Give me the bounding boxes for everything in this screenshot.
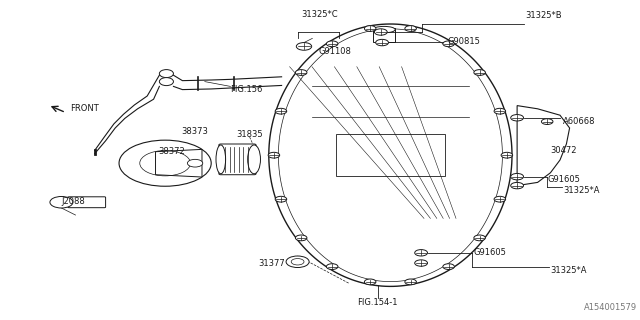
Circle shape	[443, 264, 454, 269]
Ellipse shape	[372, 27, 396, 33]
Bar	[336, 134, 445, 176]
Circle shape	[275, 108, 287, 114]
Circle shape	[286, 256, 309, 268]
Text: 31325*A: 31325*A	[563, 186, 600, 195]
Text: 31325*A: 31325*A	[550, 266, 587, 275]
Circle shape	[296, 43, 312, 50]
Text: 38372: 38372	[158, 148, 185, 156]
Circle shape	[511, 173, 524, 180]
FancyBboxPatch shape	[219, 144, 256, 175]
Circle shape	[511, 182, 524, 189]
Circle shape	[291, 259, 304, 265]
Text: G90815: G90815	[448, 37, 481, 46]
Circle shape	[494, 108, 506, 114]
Circle shape	[374, 29, 387, 35]
Circle shape	[474, 235, 485, 241]
Circle shape	[364, 279, 376, 285]
Circle shape	[326, 41, 338, 47]
Text: FIG.154-1: FIG.154-1	[357, 298, 398, 307]
Text: 31835: 31835	[236, 130, 263, 139]
Circle shape	[188, 159, 203, 167]
Circle shape	[415, 260, 428, 266]
Circle shape	[326, 264, 338, 269]
Circle shape	[296, 235, 307, 241]
Text: G91605: G91605	[547, 175, 580, 184]
Circle shape	[541, 119, 553, 124]
Text: A154001579: A154001579	[584, 303, 637, 312]
Circle shape	[275, 196, 287, 202]
Circle shape	[415, 250, 428, 256]
Circle shape	[443, 41, 454, 47]
Text: 31325*C: 31325*C	[301, 10, 339, 19]
Circle shape	[474, 70, 485, 76]
Circle shape	[296, 70, 307, 76]
Text: G91108: G91108	[318, 47, 351, 56]
Circle shape	[494, 196, 506, 202]
Circle shape	[50, 196, 73, 208]
Ellipse shape	[159, 77, 173, 85]
Ellipse shape	[159, 69, 173, 77]
Circle shape	[405, 279, 417, 285]
Text: 38373: 38373	[182, 127, 209, 136]
Text: 30472: 30472	[550, 146, 577, 155]
Circle shape	[268, 152, 280, 158]
Circle shape	[501, 152, 513, 158]
Polygon shape	[269, 24, 512, 286]
Text: A60668: A60668	[563, 117, 596, 126]
Circle shape	[405, 26, 417, 31]
Circle shape	[119, 140, 211, 186]
Text: FRONT: FRONT	[70, 104, 99, 113]
Text: J2088: J2088	[61, 197, 86, 206]
FancyBboxPatch shape	[68, 197, 106, 208]
Ellipse shape	[248, 145, 260, 174]
Text: 31377: 31377	[258, 260, 285, 268]
Text: 31325*B: 31325*B	[525, 12, 561, 20]
Polygon shape	[517, 106, 570, 186]
Text: G91605: G91605	[474, 248, 506, 257]
Ellipse shape	[216, 145, 226, 174]
Circle shape	[376, 39, 388, 46]
Bar	[372, 28, 396, 43]
Circle shape	[364, 26, 376, 31]
Text: FIG.156: FIG.156	[230, 85, 263, 94]
Polygon shape	[156, 149, 202, 177]
Circle shape	[511, 115, 524, 121]
